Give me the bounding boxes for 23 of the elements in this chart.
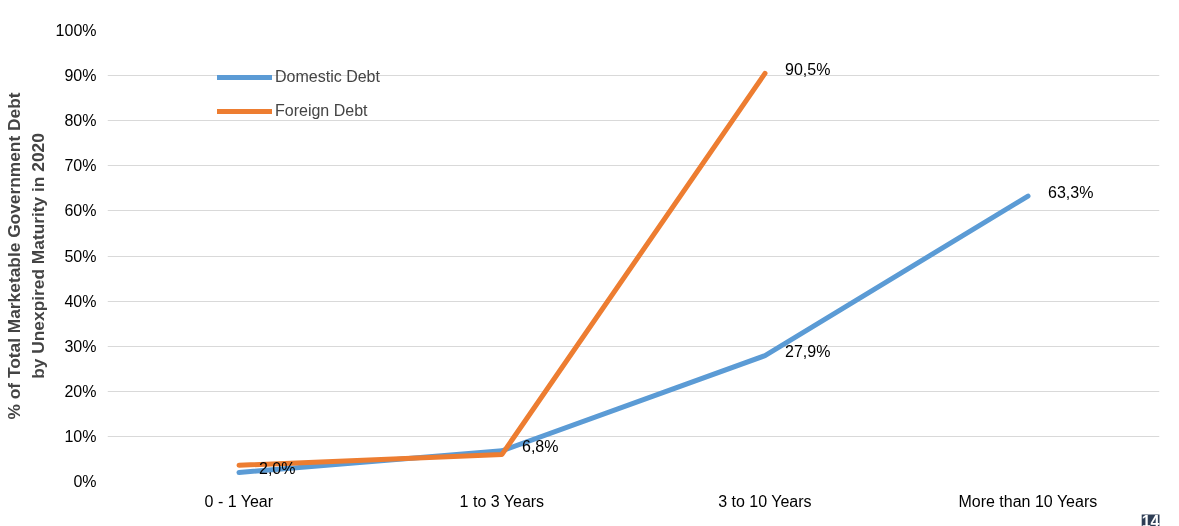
y-tick-label: 90% (64, 67, 97, 85)
x-tick-label: 3 to 10 Years (718, 492, 812, 510)
y-tick-label: 100% (55, 22, 97, 39)
y-tick-label: 50% (64, 247, 97, 265)
y-tick-label: 10% (64, 427, 97, 445)
legend-label: Domestic Debt (275, 68, 380, 86)
x-tick-label: More than 10 Years (958, 492, 1098, 510)
data-label: 6,8% (522, 438, 559, 456)
y-tick-label: 30% (64, 337, 97, 355)
y-tick-label: 0% (73, 473, 97, 490)
y-tick-label: 80% (64, 112, 97, 130)
legend-label: Foreign Debt (275, 102, 368, 120)
data-label: 90,5% (785, 60, 831, 78)
text: 14 (1141, 512, 1160, 526)
y-tick-label: 70% (64, 157, 97, 175)
data-label: 63,3% (1048, 183, 1094, 201)
y-tick-label: 40% (64, 292, 97, 310)
x-tick-label: 0 - 1 Year (204, 492, 274, 510)
y-axis-title: % of Total Marketable Government Debt by Unexpired Maturity in 2020 (3, 92, 48, 420)
data-label: 27,9% (785, 343, 831, 361)
x-tick-label: 1 to 3 Years (459, 492, 545, 510)
y-tick-label: 20% (64, 382, 97, 400)
y-tick-label: 60% (64, 202, 97, 220)
